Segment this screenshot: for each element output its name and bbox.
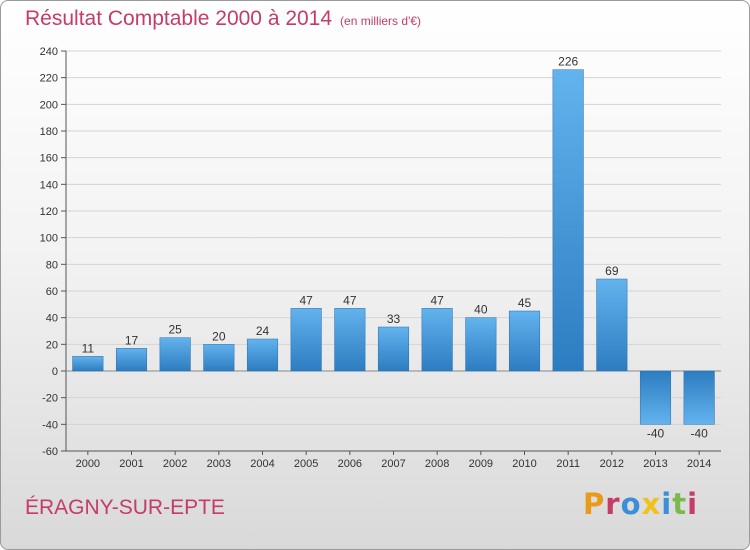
x-tick-label: 2011 bbox=[556, 458, 580, 470]
data-label: 24 bbox=[256, 324, 270, 338]
bar bbox=[508, 310, 541, 372]
x-tick-label: 2008 bbox=[425, 458, 449, 470]
logo-letter: t bbox=[672, 487, 688, 521]
logo-letter: P bbox=[583, 487, 606, 521]
bar bbox=[290, 308, 322, 372]
x-tick-label: 2004 bbox=[250, 458, 274, 470]
place-name: ÉRAGNY-SUR-EPTE bbox=[25, 496, 225, 519]
bar bbox=[334, 308, 366, 372]
y-tick-label: 100 bbox=[40, 233, 58, 245]
axes: 240220200180160140120100806040200-20-40-… bbox=[40, 46, 721, 458]
logo-letter: x bbox=[641, 487, 662, 521]
data-label: 11 bbox=[82, 341, 95, 355]
labels: 11 2000 17 2001 25 2002 20 2003 24 2004 47 2005 47 20… bbox=[76, 55, 712, 470]
chart-title-block: Résultat Comptable 2000 à 2014 (en millie… bbox=[25, 7, 421, 31]
y-tick-label: -20 bbox=[42, 393, 58, 405]
y-tick-label: 160 bbox=[40, 153, 58, 165]
x-tick-label: 2006 bbox=[338, 458, 362, 470]
logo-letter: i bbox=[687, 487, 699, 521]
data-label: 45 bbox=[518, 296, 532, 310]
data-label: 69 bbox=[605, 264, 619, 278]
x-tick-label: 2007 bbox=[381, 458, 405, 470]
x-tick-label: 2002 bbox=[163, 458, 187, 470]
y-tick-label: -40 bbox=[42, 419, 58, 431]
x-tick-label: 2003 bbox=[207, 458, 231, 470]
data-label: 25 bbox=[168, 323, 182, 337]
y-tick-label: 0 bbox=[52, 366, 58, 378]
bar bbox=[639, 370, 672, 425]
data-label: 47 bbox=[430, 293, 444, 307]
y-tick-label: 220 bbox=[40, 73, 58, 85]
y-tick-label: 80 bbox=[46, 259, 58, 271]
bar bbox=[159, 337, 191, 372]
proxiti-logo[interactable]: Proxiti bbox=[583, 487, 698, 521]
y-tick-label: 240 bbox=[40, 46, 58, 58]
y-tick-label: 120 bbox=[40, 206, 58, 218]
bar bbox=[72, 356, 104, 372]
data-label: 47 bbox=[299, 293, 313, 307]
x-tick-label: 2014 bbox=[687, 458, 711, 470]
logo-letter: o bbox=[620, 487, 642, 521]
x-tick-label: 2013 bbox=[643, 458, 667, 470]
bar bbox=[552, 69, 584, 372]
bar bbox=[596, 278, 628, 372]
data-label: -40 bbox=[690, 426, 708, 440]
x-tick-label: 2009 bbox=[469, 458, 493, 470]
chart-title: Résultat Comptable 2000 à 2014 bbox=[25, 7, 333, 30]
x-tick-label: 2012 bbox=[600, 458, 624, 470]
bar bbox=[421, 308, 453, 372]
bar bbox=[115, 348, 148, 372]
bar bbox=[246, 338, 279, 372]
x-tick-label: 2010 bbox=[512, 458, 536, 470]
y-tick-label: 60 bbox=[46, 286, 58, 298]
bar bbox=[683, 370, 715, 425]
x-tick-label: 2000 bbox=[76, 458, 100, 470]
data-label: 20 bbox=[212, 329, 226, 343]
bars bbox=[72, 69, 715, 425]
bar bbox=[465, 317, 497, 372]
x-tick-label: 2001 bbox=[119, 458, 143, 470]
chart-subtitle: (en milliers d'€) bbox=[340, 14, 422, 28]
y-tick-label: 40 bbox=[46, 313, 58, 325]
data-label: 226 bbox=[558, 55, 578, 69]
bar bbox=[377, 326, 410, 372]
y-tick-label: 180 bbox=[40, 126, 58, 138]
x-tick-label: 2005 bbox=[294, 458, 318, 470]
data-label: 33 bbox=[387, 312, 401, 326]
y-tick-label: 20 bbox=[46, 339, 58, 351]
data-label: 40 bbox=[474, 303, 488, 317]
data-label: 47 bbox=[343, 293, 357, 307]
y-tick-label: -60 bbox=[42, 446, 58, 458]
bar bbox=[203, 344, 235, 372]
y-tick-label: 200 bbox=[40, 99, 58, 111]
data-label: -40 bbox=[647, 426, 665, 440]
logo-letter: i bbox=[661, 487, 673, 521]
y-tick-label: 140 bbox=[40, 179, 58, 191]
logo-letter: r bbox=[605, 487, 621, 521]
grid-lines bbox=[66, 50, 721, 452]
data-label: 17 bbox=[125, 333, 139, 347]
